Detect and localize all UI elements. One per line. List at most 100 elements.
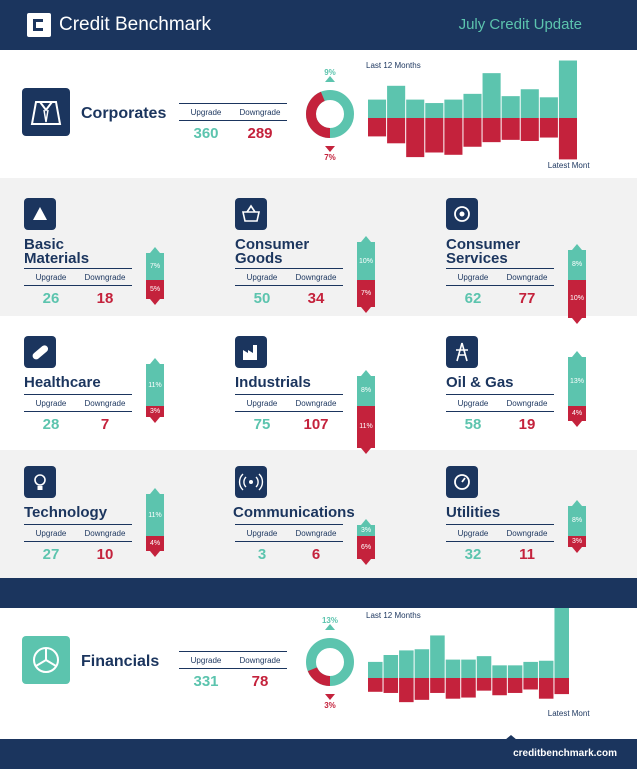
downgrade-bar xyxy=(539,118,558,138)
upgrade-value: 62 xyxy=(464,290,482,307)
downgrade-label: Downgrade xyxy=(506,399,548,408)
upgrade-bar xyxy=(425,103,444,118)
upgrade-bar xyxy=(520,89,539,118)
sector-title: Basic Materials xyxy=(24,236,90,267)
downgrade-bar xyxy=(538,678,554,699)
upgrade-label: Upgrade xyxy=(35,273,67,282)
downgrade-bar xyxy=(461,678,476,698)
upgrade-bar xyxy=(492,665,507,678)
up-arrow-icon xyxy=(150,488,160,495)
footer-notch xyxy=(505,735,517,740)
sector-table: Upgrade Downgrade 28 7 xyxy=(24,394,132,433)
downgrade-label: Downgrade xyxy=(506,273,548,282)
downgrade-bar xyxy=(476,678,492,691)
bars-latest-label: Latest Month xyxy=(548,709,590,718)
down-arrow-icon xyxy=(572,547,582,554)
downgrade-pct: 4% xyxy=(146,535,164,552)
sector-table: Upgrade Downgrade 58 19 xyxy=(446,394,554,433)
down-arrow-icon xyxy=(150,417,160,424)
up-arrow-icon xyxy=(325,76,335,82)
down-arrow-icon xyxy=(325,146,335,152)
downgrade-bar xyxy=(383,678,399,693)
up-arrow-icon xyxy=(361,369,371,376)
upgrade-value: 26 xyxy=(42,290,60,307)
upgrade-bar xyxy=(539,97,558,118)
down-arrow-icon xyxy=(361,306,371,313)
sector-title: Consumer Goods xyxy=(235,236,310,267)
down-arrow-icon xyxy=(572,421,582,428)
upgrade-bar xyxy=(444,99,463,118)
sector-indicator: 10% 7% xyxy=(357,236,375,313)
downgrade-label: Downgrade xyxy=(295,399,337,408)
sector-title: Communications xyxy=(233,504,355,521)
upgrade-value: 27 xyxy=(42,546,60,563)
signal-icon xyxy=(235,466,267,498)
upgrade-bar xyxy=(554,608,569,678)
upgrade-pct: 8% xyxy=(568,505,586,536)
upgrade-bar xyxy=(482,73,501,118)
corporates-title: Corporates xyxy=(81,105,167,122)
downgrade-bar xyxy=(425,118,444,153)
downgrade-bar xyxy=(554,678,569,695)
downgrade-value: 77 xyxy=(518,290,536,307)
downgrade-pct: 6% xyxy=(357,535,375,559)
upgrade-bar xyxy=(501,96,520,118)
upgrade-bar xyxy=(476,656,492,678)
footer xyxy=(0,739,637,769)
upgrade-bar xyxy=(399,650,414,678)
upgrade-value: 58 xyxy=(464,416,482,433)
upgrade-pct: 10% xyxy=(357,242,375,280)
upgrade-bar xyxy=(368,661,383,678)
sector-table: Upgrade Downgrade 3 6 xyxy=(235,524,343,563)
corporates-table: Upgrade Downgrade 360 289 xyxy=(179,103,287,142)
downgrade-pct: 5% xyxy=(146,279,164,299)
down-arrow-icon xyxy=(361,558,371,565)
downgrade-bar xyxy=(482,118,501,143)
downgrade-bar xyxy=(558,118,577,160)
upgrade-value: 360 xyxy=(193,125,219,142)
factory-icon xyxy=(235,336,267,368)
financials-table: Upgrade Downgrade 331 78 xyxy=(179,651,287,690)
downgrade-value: 289 xyxy=(247,125,273,142)
upgrade-label: Upgrade xyxy=(457,273,489,282)
downgrade-bar xyxy=(507,678,523,693)
sector-title: Technology xyxy=(24,504,108,521)
lightbulb-icon xyxy=(24,466,56,498)
upgrade-value: 50 xyxy=(253,290,271,307)
upgrade-bar xyxy=(523,661,538,678)
sector-title: Oil & Gas xyxy=(446,374,514,391)
sector-table: Upgrade Downgrade 50 34 xyxy=(235,268,343,307)
downgrade-value: 107 xyxy=(303,416,329,433)
downgrade-value: 34 xyxy=(307,290,325,307)
update-title: July Credit Update xyxy=(458,16,582,33)
downgrade-pct: 10% xyxy=(568,279,586,318)
up-arrow-icon xyxy=(361,236,371,242)
upgrade-pct: 7% xyxy=(146,253,164,280)
corporates-donut: 9% 7% xyxy=(306,68,354,162)
upgrade-label: Upgrade xyxy=(246,399,278,408)
down-arrow-icon xyxy=(325,694,335,700)
downgrade-value: 10 xyxy=(96,546,114,563)
upgrade-bar xyxy=(368,99,387,118)
downgrade-pct: 3% xyxy=(146,405,164,418)
downgrade-pct: 3% xyxy=(568,535,586,548)
upgrade-label: Upgrade xyxy=(457,399,489,408)
upgrade-value: 75 xyxy=(253,416,271,433)
downgrade-pct: 7% xyxy=(357,280,375,307)
sector-table: Upgrade Downgrade 62 77 xyxy=(446,268,554,307)
downgrade-value: 6 xyxy=(311,546,321,563)
gauge-icon xyxy=(446,466,478,498)
downgrade-bar xyxy=(414,678,430,700)
downgrade-value: 7 xyxy=(100,416,110,433)
logo-icon xyxy=(27,13,51,37)
services-icon xyxy=(446,198,478,230)
sector-table: Upgrade Downgrade 27 10 xyxy=(24,524,132,563)
up-arrow-icon xyxy=(150,358,160,365)
downgrade-bar xyxy=(520,118,539,141)
footer-url[interactable]: creditbenchmark.com xyxy=(513,748,617,759)
up-arrow-icon xyxy=(572,499,582,506)
downgrade-bar xyxy=(399,678,414,703)
up-arrow-icon xyxy=(572,243,582,250)
header: Credit Benchmark July Credit Update xyxy=(0,0,637,50)
sector-table: Upgrade Downgrade 26 18 xyxy=(24,268,132,307)
